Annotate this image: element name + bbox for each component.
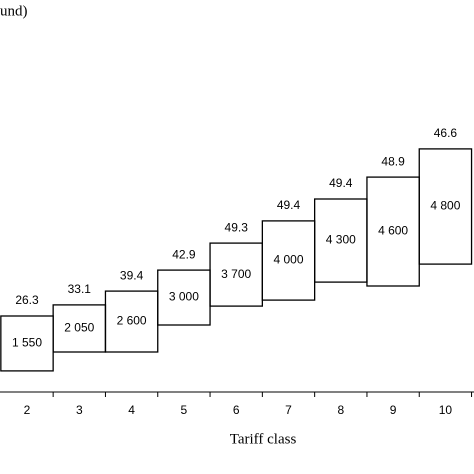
top-label: 49.4 (329, 176, 353, 190)
inner-label: 4 600 (378, 224, 408, 238)
inner-label: 3 000 (169, 290, 199, 304)
inner-label: 1 550 (12, 336, 42, 350)
x-axis-label: Tariff class (230, 431, 297, 447)
x-tick-label: 4 (128, 403, 135, 417)
x-tick-label: 3 (76, 403, 83, 417)
inner-label: 4 000 (273, 253, 303, 267)
x-tick-label: 9 (390, 403, 397, 417)
x-tick-label: 10 (439, 403, 453, 417)
inner-label: 2 050 (64, 321, 94, 335)
inner-label: 4 300 (326, 233, 356, 247)
top-label: 33.1 (68, 282, 92, 296)
x-tick-label: 8 (337, 403, 344, 417)
y-axis-label: und) (0, 3, 28, 19)
x-tick-label: 2 (24, 403, 31, 417)
top-label: 49.4 (277, 198, 301, 212)
top-label: 46.6 (434, 126, 458, 140)
top-label: 49.3 (225, 220, 249, 234)
inner-label: 2 600 (117, 314, 147, 328)
x-tick-label: 5 (181, 403, 188, 417)
range-box (418, 148, 473, 265)
inner-label: 3 700 (221, 267, 251, 281)
top-label: 39.4 (120, 268, 144, 282)
top-label: 48.9 (381, 154, 405, 168)
top-label: 42.9 (172, 247, 196, 261)
x-tick-label: 7 (285, 403, 292, 417)
inner-label: 4 800 (430, 199, 460, 213)
top-label: 26.3 (15, 293, 39, 307)
x-tick-label: 6 (233, 403, 240, 417)
